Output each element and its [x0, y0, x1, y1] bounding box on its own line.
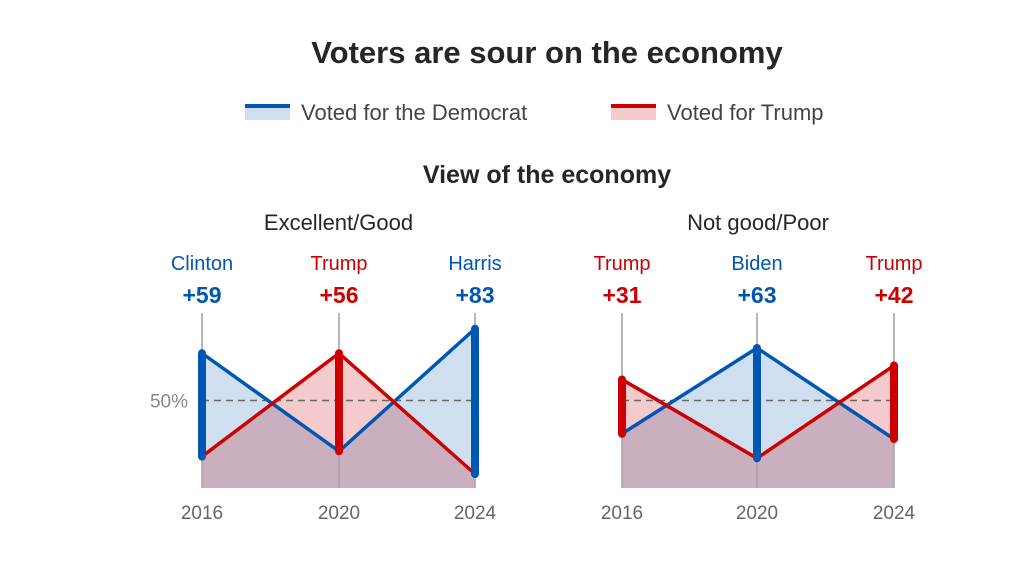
legend: Voted for the Democrat Voted for Trump	[245, 100, 824, 125]
panel-0: Excellent/Good 50% Clinton +59 2016 Trump +56 2…	[150, 210, 502, 524]
x-tick-label: 2020	[736, 503, 778, 524]
x-tick-label: 2016	[181, 503, 223, 524]
x-tick-label: 2024	[454, 503, 497, 524]
legend-swatch-dem	[245, 105, 290, 120]
legend-label-dem: Voted for the Democrat	[301, 100, 527, 125]
winner-label: Biden	[731, 253, 782, 275]
legend-item-dem: Voted for the Democrat	[245, 100, 527, 125]
legend-item-rep: Voted for Trump	[611, 100, 824, 125]
x-tick-label: 2024	[873, 503, 916, 524]
winner-label: Trump	[593, 253, 650, 275]
margin-label: +83	[455, 282, 494, 308]
area-overlap	[202, 401, 475, 488]
winner-label: Trump	[310, 253, 367, 275]
reference-label: 50%	[150, 392, 188, 413]
margin-label: +63	[737, 282, 776, 308]
legend-swatch-rep	[611, 105, 656, 120]
panel-title: Not good/Poor	[687, 210, 829, 235]
legend-label-rep: Voted for Trump	[667, 100, 824, 125]
winner-label: Harris	[448, 253, 501, 275]
x-tick-label: 2020	[318, 503, 360, 524]
area-overlap	[622, 402, 894, 488]
x-tick-label: 2016	[601, 503, 643, 524]
margin-label: +31	[602, 282, 641, 308]
panel-title: Excellent/Good	[264, 210, 413, 235]
chart-title: Voters are sour on the economy	[311, 35, 783, 70]
panels: Excellent/Good 50% Clinton +59 2016 Trump +56 2…	[150, 210, 923, 524]
winner-label: Trump	[865, 253, 922, 275]
winner-label: Clinton	[171, 253, 233, 275]
margin-label: +59	[182, 282, 221, 308]
panel-1: Not good/Poor Trump +31 2016 Biden +63 2020 Tru…	[593, 210, 922, 524]
chart-subtitle: View of the economy	[423, 161, 671, 189]
margin-label: +42	[874, 282, 913, 308]
margin-label: +56	[319, 282, 358, 308]
